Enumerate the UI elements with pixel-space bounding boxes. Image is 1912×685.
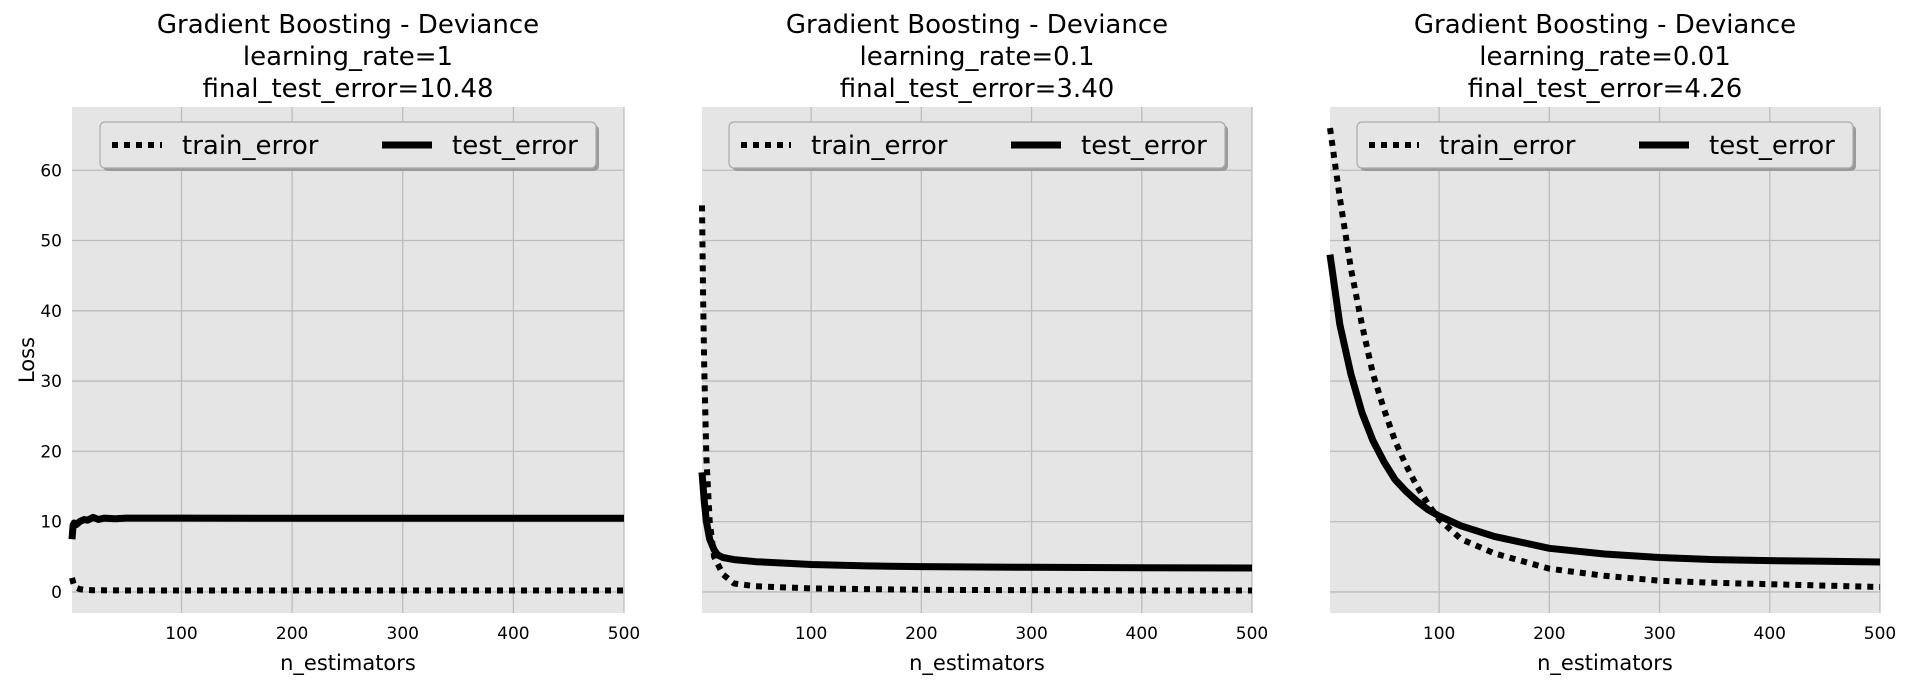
x-tick-label: 300 [1643, 624, 1675, 644]
x-tick-label: 500 [1236, 624, 1268, 644]
x-tick-label: 100 [1423, 624, 1455, 644]
legend: train_error test_error [99, 121, 599, 171]
chart-subtitle: final_test_error=10.48 [202, 74, 493, 104]
x-axis-label: n_estimators [1537, 651, 1673, 676]
panel-3: 100 200 300 400 500 Gradient Boosting - Devia… [1326, 10, 1896, 676]
x-axis-label: n_estimators [909, 651, 1045, 676]
panel-2: 100 200 300 400 500 Gradient Boosting - Devia… [698, 10, 1268, 676]
chart-subtitle: learning_rate=1 [243, 42, 453, 72]
x-tick-label: 100 [165, 624, 197, 644]
series-line-test-error [698, 472, 1253, 572]
x-axis-label: n_estimators [280, 651, 416, 676]
plot-area [702, 107, 1252, 613]
series-line-train-error [69, 577, 624, 594]
legend-box [99, 121, 597, 169]
y-tick-label: 60 [40, 161, 62, 181]
x-tick-label: 200 [905, 624, 937, 644]
chart-title: Gradient Boosting - Deviance [157, 10, 539, 40]
legend-label-test-error: test_error [1081, 131, 1207, 161]
series-line-test-error [68, 513, 624, 540]
legend-label-train-error: train_error [811, 131, 948, 161]
legend: train_error test_error [1356, 121, 1856, 171]
chart-title: Gradient Boosting - Deviance [1414, 10, 1796, 40]
y-tick-label: 30 [40, 372, 62, 392]
x-tick-label: 300 [387, 624, 419, 644]
x-tick-label: 400 [1754, 624, 1786, 644]
x-tick-label: 100 [795, 624, 827, 644]
chart-subtitle: learning_rate=0.1 [859, 42, 1094, 72]
y-axis-label: Loss [15, 337, 39, 383]
x-tick-label: 200 [1533, 624, 1565, 644]
chart-title: Gradient Boosting - Deviance [786, 10, 1168, 40]
y-tick-label: 40 [40, 302, 62, 322]
legend: train_error test_error [728, 121, 1228, 171]
chart-subtitle: final_test_error=4.26 [1468, 74, 1743, 104]
x-tick-label: 500 [1864, 624, 1896, 644]
y-tick-label: 50 [40, 232, 62, 252]
series-line-test-error [1326, 254, 1881, 566]
y-tick-label: 0 [51, 583, 62, 603]
legend-box [1356, 121, 1854, 169]
legend-label-test-error: test_error [1709, 131, 1835, 161]
series-line-train-error [699, 205, 1252, 594]
legend-label-train-error: train_error [182, 131, 319, 161]
x-tick-label: 500 [608, 624, 640, 644]
x-tick-label: 400 [497, 624, 529, 644]
plot-area [1330, 107, 1880, 613]
x-tick-label: 300 [1015, 624, 1047, 644]
x-tick-label: 200 [276, 624, 308, 644]
plot-area [72, 107, 624, 613]
x-tick-label: 400 [1126, 624, 1158, 644]
chart-subtitle: final_test_error=3.40 [840, 74, 1115, 104]
y-tick-label: 10 [40, 513, 62, 533]
legend-label-train-error: train_error [1439, 131, 1576, 161]
legend-label-test-error: test_error [452, 131, 578, 161]
panel-1: 100 200 300 400 500 0 10 20 30 40 50 60 Gradient Boo… [15, 10, 640, 676]
y-tick-label: 20 [40, 442, 62, 462]
chart-subtitle: learning_rate=0.01 [1479, 42, 1731, 72]
legend-box [728, 121, 1226, 169]
